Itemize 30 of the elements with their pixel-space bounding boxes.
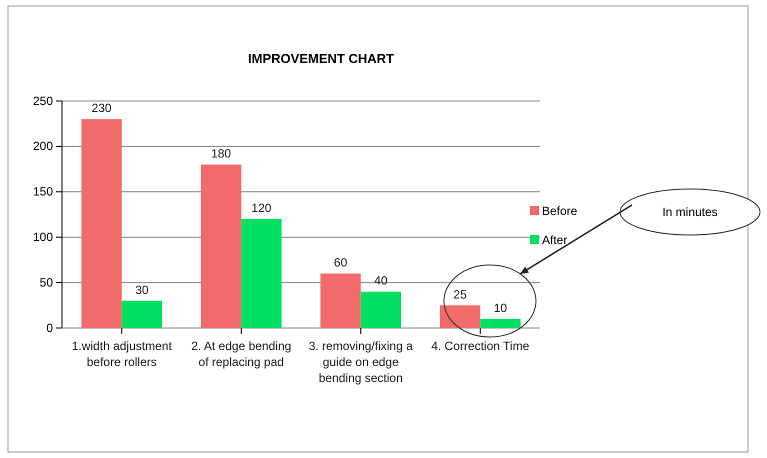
y-tick-label: 250 <box>32 94 54 108</box>
legend-label: After <box>542 233 568 247</box>
bar <box>81 119 122 328</box>
data-label: 180 <box>211 146 232 161</box>
y-tick-label: 150 <box>32 184 54 199</box>
data-label: 60 <box>334 256 348 270</box>
x-tick-label: 1.width adjustment before rollers <box>72 339 172 369</box>
data-label: 120 <box>251 201 272 216</box>
bar <box>200 164 242 328</box>
data-label: 25 <box>453 287 468 302</box>
data-label: 40 <box>374 274 388 288</box>
text: In minutes <box>662 205 718 219</box>
data-label: 10 <box>494 300 508 315</box>
bar <box>320 274 361 328</box>
bar <box>122 300 162 328</box>
bar <box>241 219 282 328</box>
x-tick-label: 2. At edge bending of replacing pad <box>191 339 292 369</box>
bar <box>360 292 402 328</box>
legend-label: Before <box>542 204 578 218</box>
y-tick-label: 200 <box>32 139 54 154</box>
x-tick-label: 3. removing/fixing a guide on edge bending section <box>308 339 414 385</box>
bar <box>480 318 521 328</box>
y-tick-label: 100 <box>32 230 54 244</box>
x-tick-label: 4. Correction Time <box>431 339 530 353</box>
y-tick-label: 0 <box>46 320 54 335</box>
y-tick-label: 50 <box>40 275 54 290</box>
bar <box>440 305 480 328</box>
chart-title: IMPROVEMENT CHART <box>248 51 394 66</box>
data-label: 30 <box>135 282 149 297</box>
data-label: 230 <box>92 101 112 116</box>
